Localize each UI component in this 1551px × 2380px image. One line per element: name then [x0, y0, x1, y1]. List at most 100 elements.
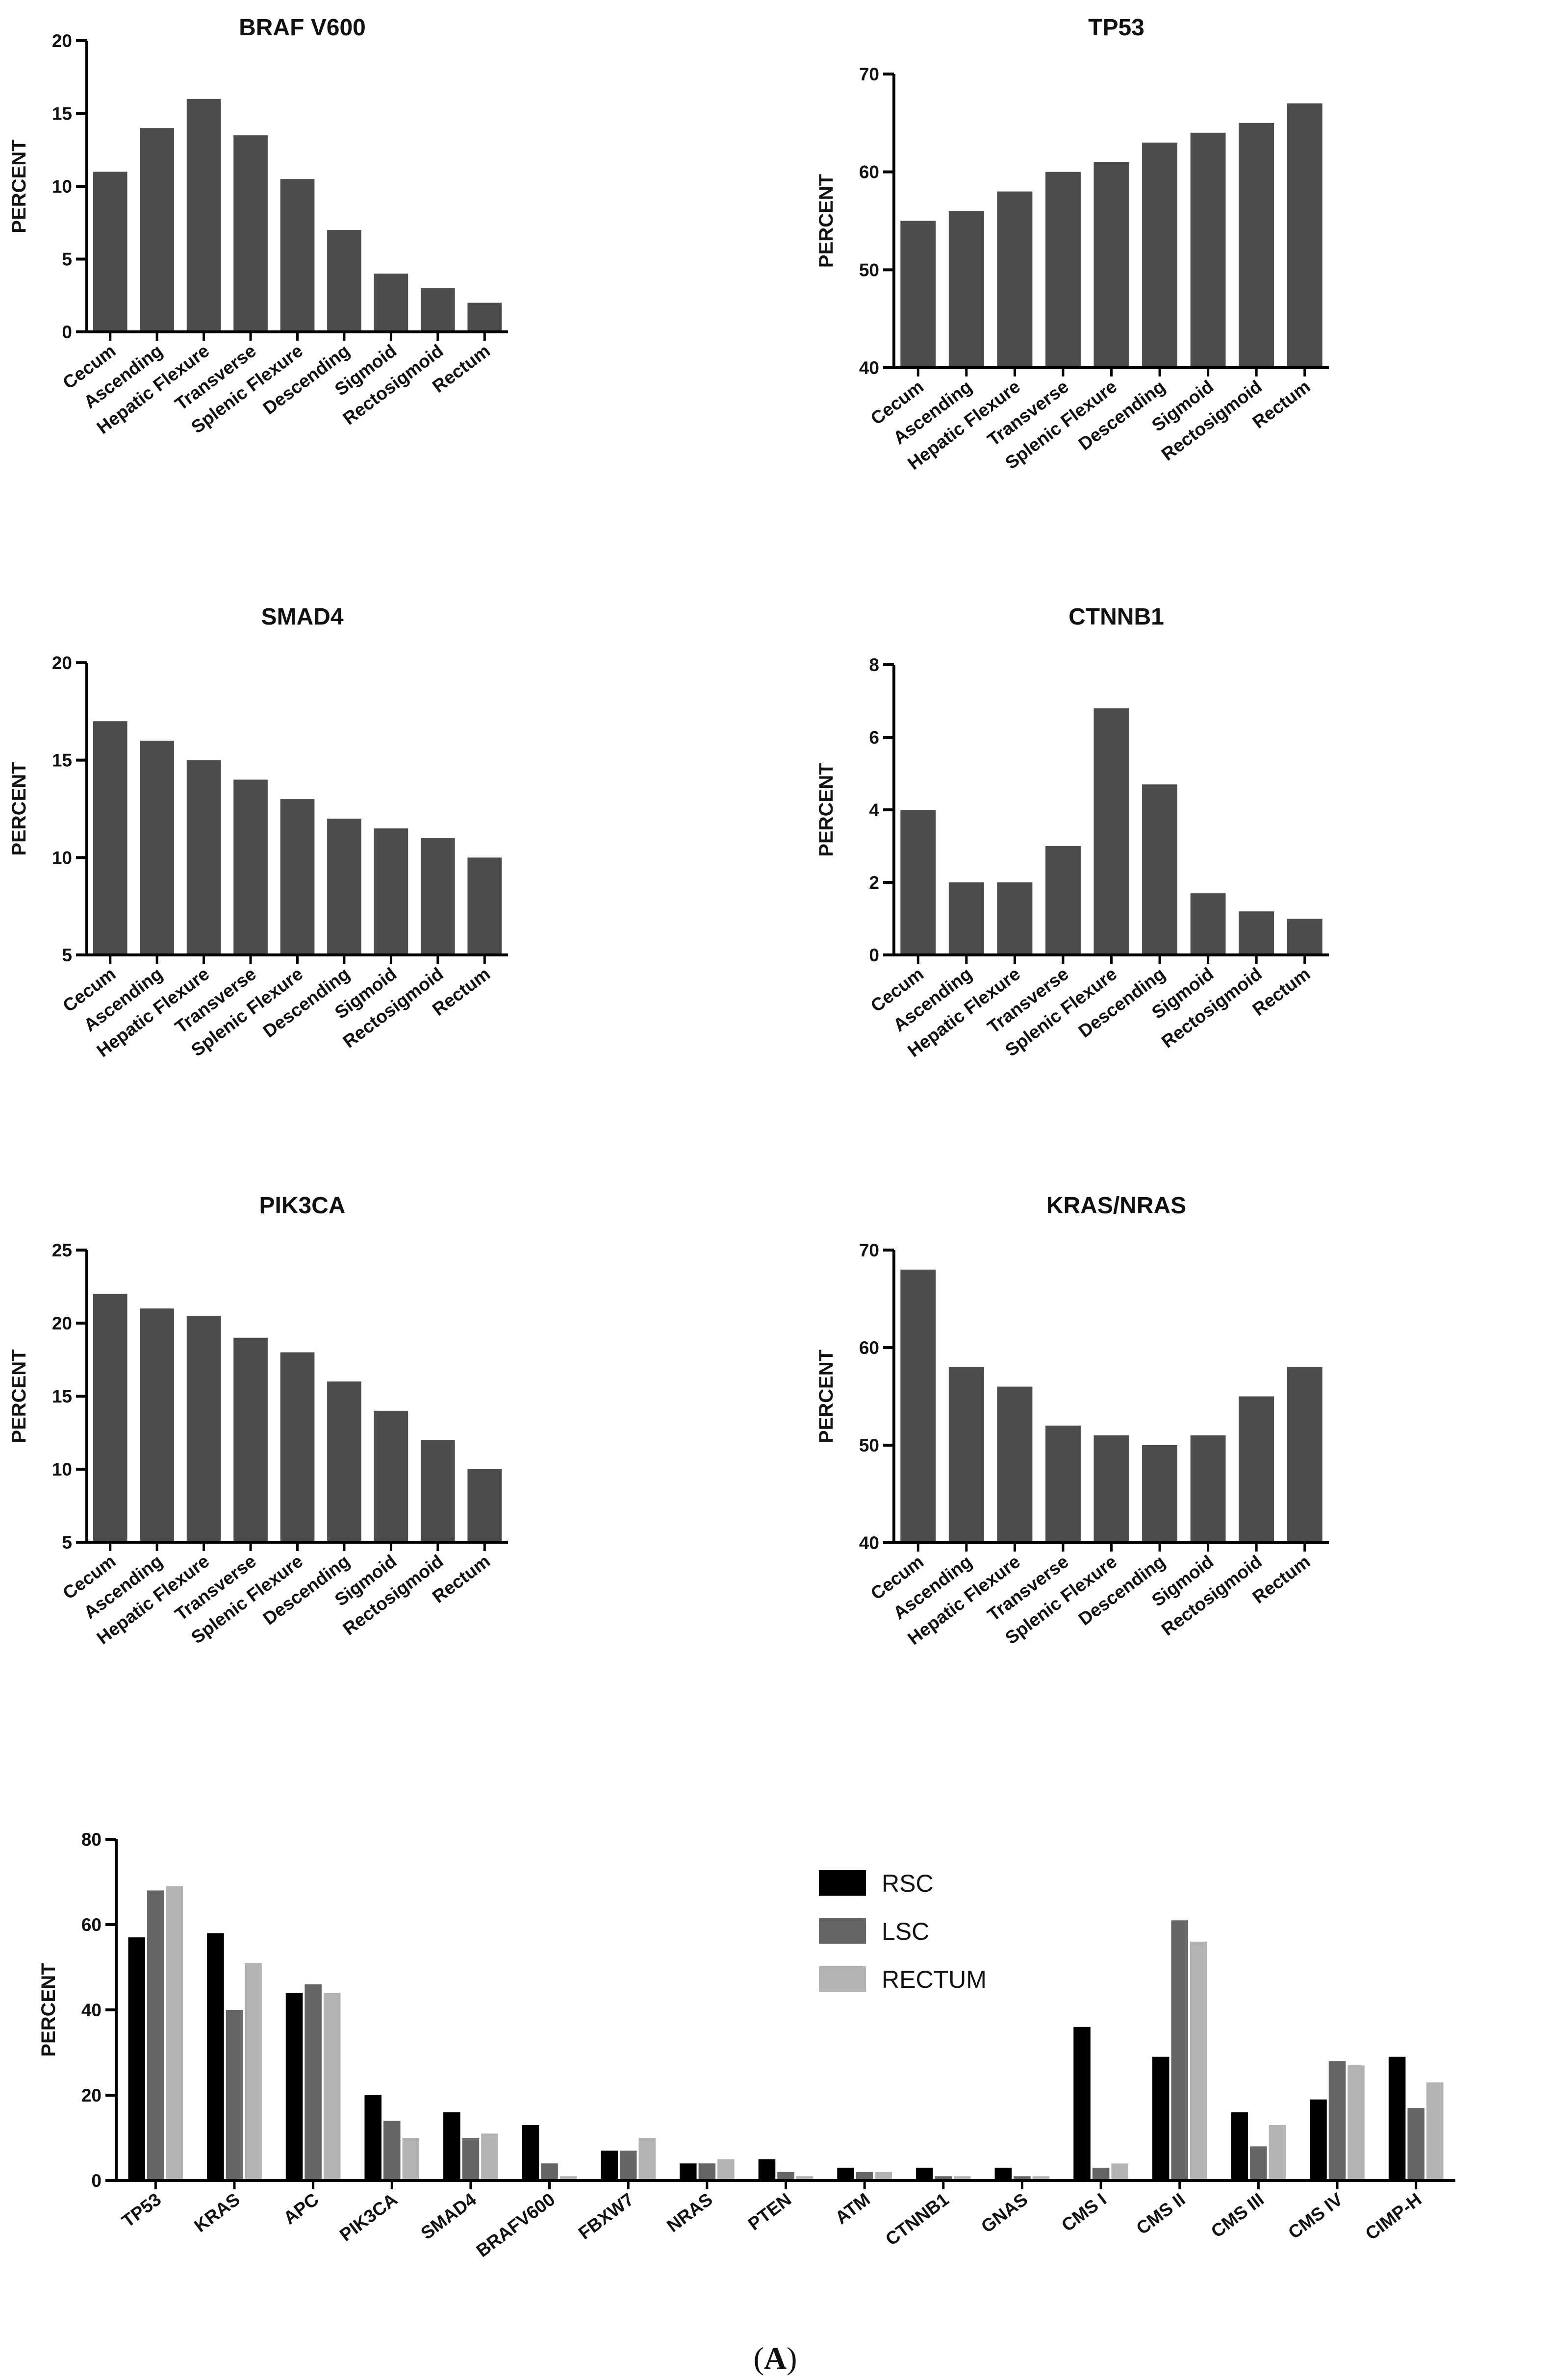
tp53-bar-1	[900, 221, 936, 368]
grouped-x-tick-label: CTNNB1	[882, 2189, 953, 2250]
ctnnb1-y-axis-label: PERCENT	[815, 763, 837, 856]
ctnnb1-title: CTNNB1	[1068, 604, 1164, 630]
pik3ca-y-tick-label: 5	[62, 1532, 72, 1553]
grouped-bar-lsc-17	[1407, 2108, 1424, 2180]
grouped-legend-label-rectum: RECTUM	[882, 1966, 987, 1993]
krasnras-bar-5	[1093, 1435, 1129, 1543]
grouped-bar-rsc-14	[1152, 2056, 1170, 2180]
tp53-bar-5	[1093, 162, 1129, 368]
ctnnb1-bar-6	[1142, 784, 1178, 955]
ctnnb1-bar-2	[948, 882, 984, 955]
pik3ca-bar-4	[233, 1337, 268, 1542]
grouped-bar-rsc-15	[1231, 2112, 1248, 2180]
grouped-bar-rectum-8	[717, 2159, 735, 2180]
tp53-y-tick-label: 40	[859, 358, 879, 378]
braf-bar-7	[374, 274, 408, 332]
krasnras-bar-3	[997, 1386, 1033, 1543]
ctnnb1-bar-8	[1239, 911, 1274, 955]
tp53-bar-3	[997, 191, 1033, 368]
grouped-x-tick-label: CMS II	[1133, 2189, 1189, 2239]
smad4-bar-8	[420, 838, 455, 955]
braf-bar-8	[420, 288, 455, 332]
pik3ca-title: PIK3CA	[259, 1193, 345, 1219]
krasnras-bar-6	[1142, 1445, 1178, 1543]
smad4-bar-4	[233, 779, 268, 955]
pik3ca-y-tick-label: 15	[52, 1386, 72, 1406]
smad4-y-tick-label: 15	[52, 751, 72, 771]
pik3ca-bar-6	[327, 1381, 361, 1542]
grouped-bar-rsc-7	[601, 2151, 618, 2180]
ctnnb1-y-tick-label: 2	[869, 873, 879, 893]
ctnnb1-y-tick-label: 6	[869, 727, 879, 748]
pik3ca-bar-1	[93, 1294, 127, 1542]
grouped-bar-lsc-8	[698, 2163, 716, 2180]
krasnras-y-tick-label: 60	[859, 1338, 879, 1358]
tp53-bar-6	[1142, 142, 1178, 368]
smad4-bar-7	[374, 828, 408, 955]
grouped-bar-lsc-4	[383, 2121, 401, 2180]
braf-y-tick-label: 10	[52, 176, 72, 197]
krasnras-y-tick-label: 40	[859, 1533, 879, 1553]
grouped-bar-rsc-12	[994, 2167, 1012, 2180]
ctnnb1-bar-7	[1190, 893, 1226, 955]
grouped-bar-lsc-11	[935, 2176, 952, 2180]
tp53-y-tick-label: 50	[859, 260, 879, 280]
tp53-y-tick-label: 70	[859, 64, 879, 84]
grouped-bar-rectum-12	[1032, 2176, 1050, 2180]
caption-open: (	[754, 2341, 764, 2376]
braf-bars	[93, 99, 502, 332]
ctnnb1-bar-3	[997, 882, 1033, 955]
grouped-legend-swatch-lsc	[819, 1918, 866, 1944]
grouped-bar-lsc-15	[1250, 2146, 1267, 2180]
grouped-bar-lsc-3	[305, 1984, 322, 2180]
krasnras-y-tick-label: 50	[859, 1435, 879, 1455]
krasnras-bar-1	[900, 1269, 936, 1543]
grouped-bar-rectum-3	[323, 1993, 341, 2180]
grouped-bars	[128, 1886, 1444, 2180]
grouped-bar-rsc-4	[364, 2095, 381, 2180]
grouped-x-tick-label: APC	[280, 2189, 322, 2229]
grouped-x-tick-label: GNAS	[977, 2189, 1031, 2237]
tp53-bar-9	[1287, 103, 1322, 368]
krasnras-y-axis-label: PERCENT	[815, 1350, 837, 1443]
grouped-bar-rsc-9	[758, 2159, 776, 2180]
grouped-x-tick-label: ATM	[831, 2189, 873, 2228]
krasnras-title: KRAS/NRAS	[1046, 1193, 1186, 1219]
krasnras-bar-7	[1190, 1435, 1226, 1543]
grouped-bar-lsc-9	[777, 2172, 794, 2180]
pik3ca-y-axis-label: PERCENT	[8, 1349, 30, 1443]
braf-bar-1	[93, 172, 127, 332]
ctnnb1-y-tick-label: 0	[869, 945, 879, 965]
smad4-y-tick-label: 20	[52, 653, 72, 673]
braf-bar-6	[327, 230, 361, 332]
grouped-x-tick-label: NRAS	[663, 2189, 716, 2236]
grouped-x-tick-label: CMS IV	[1284, 2189, 1347, 2243]
ctnnb1-y-tick-label: 4	[869, 800, 879, 820]
caption-letter: A	[764, 2341, 787, 2376]
grouped-x-tick-label: BRAFV600	[473, 2189, 559, 2261]
tp53-y-axis-label: PERCENT	[815, 174, 837, 268]
grouped-bar-lsc-7	[619, 2151, 637, 2180]
tp53-bar-4	[1045, 172, 1081, 368]
grouped-y-tick-label: 40	[81, 2000, 102, 2020]
pik3ca-y-tick-label: 10	[52, 1459, 72, 1479]
grouped-bar-lsc-5	[462, 2138, 480, 2180]
grouped-y-tick-label: 20	[81, 2085, 102, 2105]
panel-caption: (A)	[754, 2341, 797, 2376]
grouped-bar-rsc-11	[915, 2167, 933, 2180]
pik3ca-bar-3	[186, 1316, 221, 1542]
braf-bar-4	[233, 135, 268, 332]
braf-bar-9	[467, 302, 502, 332]
ctnnb1-bar-4	[1045, 846, 1081, 955]
braf-y-axis-label: PERCENT	[8, 139, 30, 233]
grouped-y-tick-label: 60	[81, 1915, 102, 1935]
tp53-bars	[900, 103, 1322, 368]
smad4-title: SMAD4	[261, 604, 343, 630]
grouped-x-tick-label: TP53	[118, 2189, 165, 2231]
ctnnb1-y-tick-label: 8	[869, 655, 879, 675]
